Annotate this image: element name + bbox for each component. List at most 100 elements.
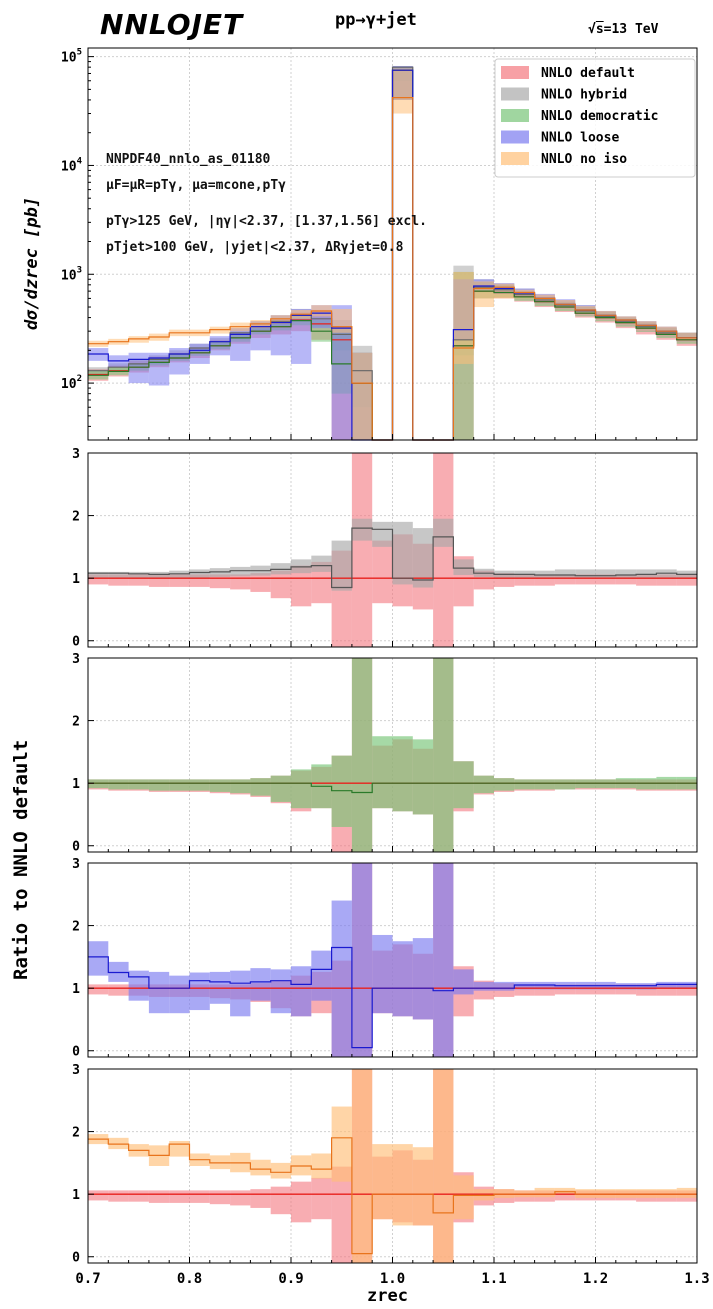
legend-label: NNLO democratic	[541, 109, 658, 124]
ratio-band-nnlo-loose	[412, 938, 434, 1020]
ratio-band-nnlo-democratic	[433, 658, 454, 852]
ratio-band-nnlo-loose	[291, 966, 312, 1017]
ratio-band-nnlo-no-iso	[351, 1069, 373, 1263]
x-tick-label: 0.9	[278, 1271, 303, 1287]
ratio-band-nnlo-hybrid	[311, 555, 332, 572]
ratio-band-nnlo-loose	[534, 981, 555, 990]
ratio-band-nnlo-hybrid	[412, 528, 434, 588]
band-nnlo-no-iso	[331, 308, 352, 333]
ratio-band-nnlo-hybrid	[331, 540, 352, 591]
ratio-band-nnlo-democratic	[412, 739, 434, 815]
ratio-band-nnlo-democratic	[494, 778, 515, 791]
ratio-default-band	[433, 453, 454, 647]
ratio-band-nnlo-loose	[473, 981, 494, 991]
band-nnlo-no-iso	[270, 315, 291, 324]
ratio-band-nnlo-hybrid	[615, 569, 637, 579]
ratio-y-tick-label: 2	[72, 920, 80, 935]
ratio-default-band	[270, 1186, 291, 1215]
band-nnlo-loose	[128, 352, 149, 384]
y-tick-label: 102	[61, 374, 82, 392]
x-tick-label: 1.2	[583, 1271, 608, 1287]
ratio-default-band	[575, 574, 596, 585]
ratio-band-nnlo-democratic	[108, 779, 129, 790]
legend-swatch	[501, 109, 529, 122]
ratio-default-band	[189, 1190, 210, 1203]
ratio-default-band	[615, 574, 637, 585]
ratio-default-band	[534, 574, 555, 586]
band-nnlo-no-iso	[351, 352, 373, 440]
ratio-default-band	[230, 1190, 251, 1206]
ratio-band-nnlo-loose	[108, 961, 129, 982]
ratio-default-band	[148, 1190, 170, 1203]
y-tick-label: 104	[61, 156, 83, 174]
band-nnlo-loose	[189, 343, 210, 364]
ratio-default-band	[554, 1190, 576, 1201]
ratio-band-nnlo-no-iso	[412, 1147, 434, 1226]
energy-label: √s=13 TeV	[588, 22, 659, 37]
ratio-default-band	[514, 984, 535, 996]
ratio-default-band	[108, 1190, 129, 1202]
ratio-band-nnlo-hybrid	[230, 566, 251, 577]
ratio-band-nnlo-loose	[331, 900, 352, 1057]
band-nnlo-loose	[270, 315, 291, 356]
ratio-band-nnlo-democratic	[534, 779, 555, 790]
ratio-band-nnlo-loose	[88, 941, 109, 976]
ratio-band-nnlo-democratic	[473, 775, 494, 794]
ratio-default-band	[128, 574, 149, 586]
ratio-default-band	[88, 984, 109, 995]
photon-cuts-annotation: pTγ>125 GeV, |ηγ|<2.37, [1.37,1.56] excl…	[106, 214, 427, 229]
ratio-default-band	[534, 984, 555, 996]
ratio-band-nnlo-democratic	[291, 769, 312, 809]
ratio-default-band	[230, 574, 251, 590]
top-y-axis-label: dσ/dzrec [pb]	[22, 196, 42, 330]
ratio-band-nnlo-loose	[494, 981, 515, 991]
band-nnlo-no-iso	[534, 294, 555, 304]
ratio-default-band	[88, 574, 109, 585]
ratio-band-nnlo-loose	[433, 863, 454, 1057]
band-nnlo-loose	[230, 328, 251, 361]
legend-swatch	[501, 130, 529, 144]
legend-swatch	[501, 66, 529, 79]
ratio-band-nnlo-democratic	[250, 778, 271, 796]
line-nnlo-no-iso	[88, 97, 697, 441]
band-nnlo-no-iso	[473, 281, 494, 308]
ratio-band-nnlo-democratic	[230, 779, 251, 794]
ratio-default-band	[270, 570, 291, 599]
ratio-y-tick-label: 0	[72, 840, 80, 855]
x-tick-label: 0.7	[75, 1271, 100, 1287]
band-nnlo-no-iso	[676, 332, 697, 342]
ratio-line-nnlo-hybrid	[88, 527, 697, 589]
ratio-default-band	[636, 984, 657, 996]
ratio-y-tick-label: 3	[72, 1063, 80, 1078]
ratio-band-nnlo-loose	[372, 934, 393, 1014]
legend-label: NNLO default	[541, 66, 635, 81]
ratio-default-band	[311, 561, 332, 604]
ratio-default-band	[636, 574, 657, 586]
ratio-band-nnlo-hybrid	[291, 559, 312, 574]
ratio-band-nnlo-loose	[250, 968, 271, 1001]
ratio-band-nnlo-no-iso	[291, 1155, 312, 1176]
ratio-band-nnlo-democratic	[189, 779, 210, 791]
process-label: pp→γ+jet	[335, 10, 417, 30]
ratio-y-tick-label: 3	[72, 652, 80, 667]
ratio-default-band	[250, 573, 271, 592]
ratio-default-band	[656, 574, 677, 586]
ratio-band-nnlo-loose	[392, 941, 413, 1017]
ratio-band-nnlo-loose	[270, 969, 291, 1014]
x-tick-label: 1.3	[684, 1271, 709, 1287]
ratio-band-nnlo-no-iso	[372, 1144, 393, 1220]
ratio-band-nnlo-hybrid	[433, 518, 454, 547]
ratio-band-nnlo-democratic	[148, 779, 170, 791]
ratio-band-nnlo-loose	[351, 863, 373, 1057]
band-nnlo-loose	[148, 352, 170, 386]
ratio-y-tick-label: 1	[72, 1188, 80, 1203]
ratio-default-band	[128, 1190, 149, 1202]
ratio-band-nnlo-hybrid	[189, 569, 210, 579]
ratio-band-nnlo-no-iso	[676, 1187, 697, 1198]
ratio-band-nnlo-loose	[230, 970, 251, 1017]
ratio-band-nnlo-hybrid	[128, 571, 149, 579]
ratio-default-band	[291, 1181, 312, 1223]
ratio-band-nnlo-hybrid	[575, 569, 596, 579]
ratio-line-nnlo-loose	[88, 946, 697, 1049]
ratio-band-nnlo-no-iso	[534, 1187, 555, 1198]
